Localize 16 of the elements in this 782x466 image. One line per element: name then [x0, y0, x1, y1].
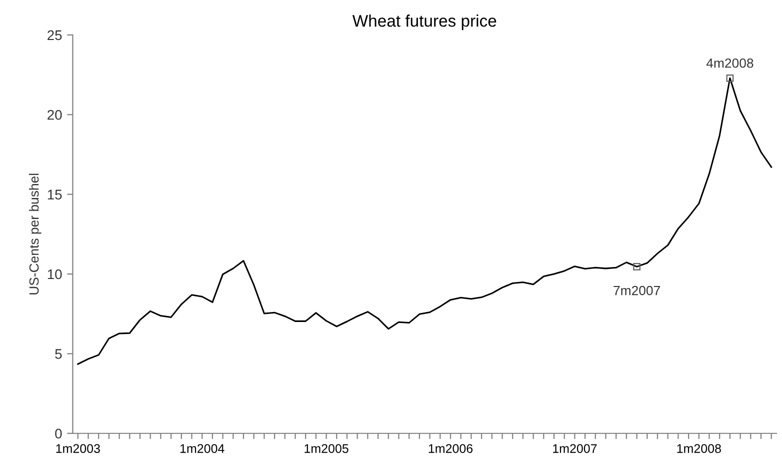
y-tick-label: 10: [48, 269, 62, 280]
x-tick-label: 1m2003: [56, 444, 100, 453]
x-tick-label: 1m2008: [677, 444, 721, 453]
y-tick-label: 15: [48, 190, 62, 200]
y-tick-label: 0: [55, 428, 62, 439]
y-axis-title: US-Cents per bushel: [29, 174, 42, 294]
annotation: 4m2008: [706, 58, 754, 68]
y-tick-label: 20: [48, 110, 62, 120]
y-tick-label: 5: [55, 349, 62, 359]
x-tick-label: 1m2006: [428, 444, 473, 453]
y-tick-label: 25: [48, 30, 62, 40]
annotation: 7m2007: [614, 286, 660, 296]
x-tick-label: 1m2005: [304, 444, 348, 453]
chart-title: Wheat futures price: [352, 14, 496, 30]
x-tick-label: 1m2007: [553, 444, 597, 453]
x-tick-label: 1m2004: [180, 444, 224, 453]
